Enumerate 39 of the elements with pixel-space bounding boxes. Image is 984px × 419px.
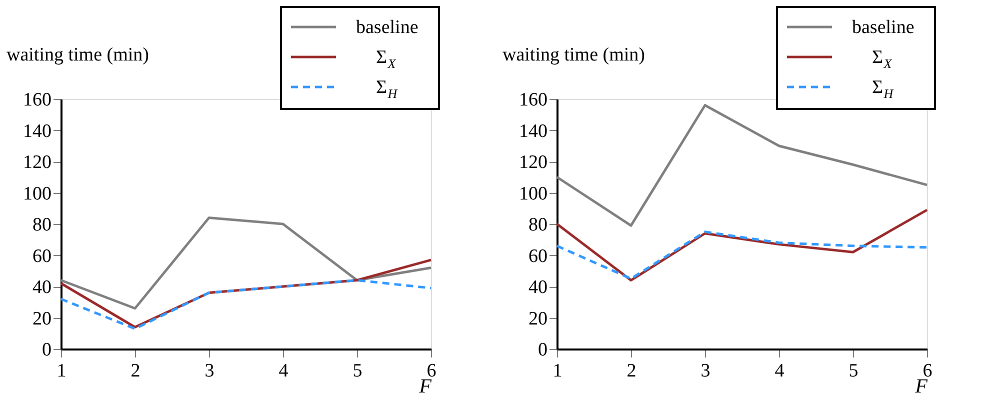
y-tick-label: 140 [519, 120, 548, 142]
y-tick-label: 100 [23, 183, 52, 204]
line-series [556, 104, 928, 227]
x-tick-label: 2 [130, 360, 140, 382]
line-series [60, 279, 432, 330]
x-tick-label: 3 [700, 360, 710, 382]
legend-label: baseline [852, 17, 914, 38]
x-axis-title: F [418, 376, 432, 398]
line-series [556, 208, 928, 282]
y-axis-title: waiting time (min) [502, 44, 645, 66]
y-tick-label: 120 [23, 152, 52, 173]
x-tick-label: 5 [848, 360, 858, 382]
y-tick-label: 40 [528, 277, 548, 298]
y-tick-label: 0 [42, 340, 52, 360]
y-tick-label: 60 [528, 246, 548, 267]
x-tick-label: 5 [352, 360, 362, 382]
line-series [60, 216, 432, 310]
x-tick-label: 4 [774, 360, 785, 382]
y-tick-label: 140 [23, 120, 52, 142]
y-axis-title: waiting time (min) [6, 44, 149, 66]
y-tick-label: 20 [528, 308, 548, 330]
x-tick-label: 1 [552, 360, 562, 382]
y-tick-label: 80 [32, 214, 52, 236]
y-tick-label: 160 [23, 90, 52, 110]
x-tick-label: 2 [626, 360, 636, 382]
y-tick-label: 100 [519, 183, 548, 204]
y-tick-label: 20 [32, 308, 52, 330]
x-tick-label: 1 [56, 360, 66, 382]
x-tick-label: 4 [278, 360, 289, 382]
y-tick-label: 160 [519, 90, 548, 110]
y-tick-label: 60 [32, 246, 52, 267]
x-axis-title: F [914, 376, 928, 398]
y-tick-label: 120 [519, 152, 548, 173]
line-series [556, 230, 928, 280]
x-tick-label: 3 [204, 360, 214, 382]
y-tick-label: 0 [538, 340, 548, 360]
y-tick-label: 80 [528, 214, 548, 236]
y-tick-label: 40 [32, 277, 52, 298]
legend-label: baseline [356, 17, 418, 38]
